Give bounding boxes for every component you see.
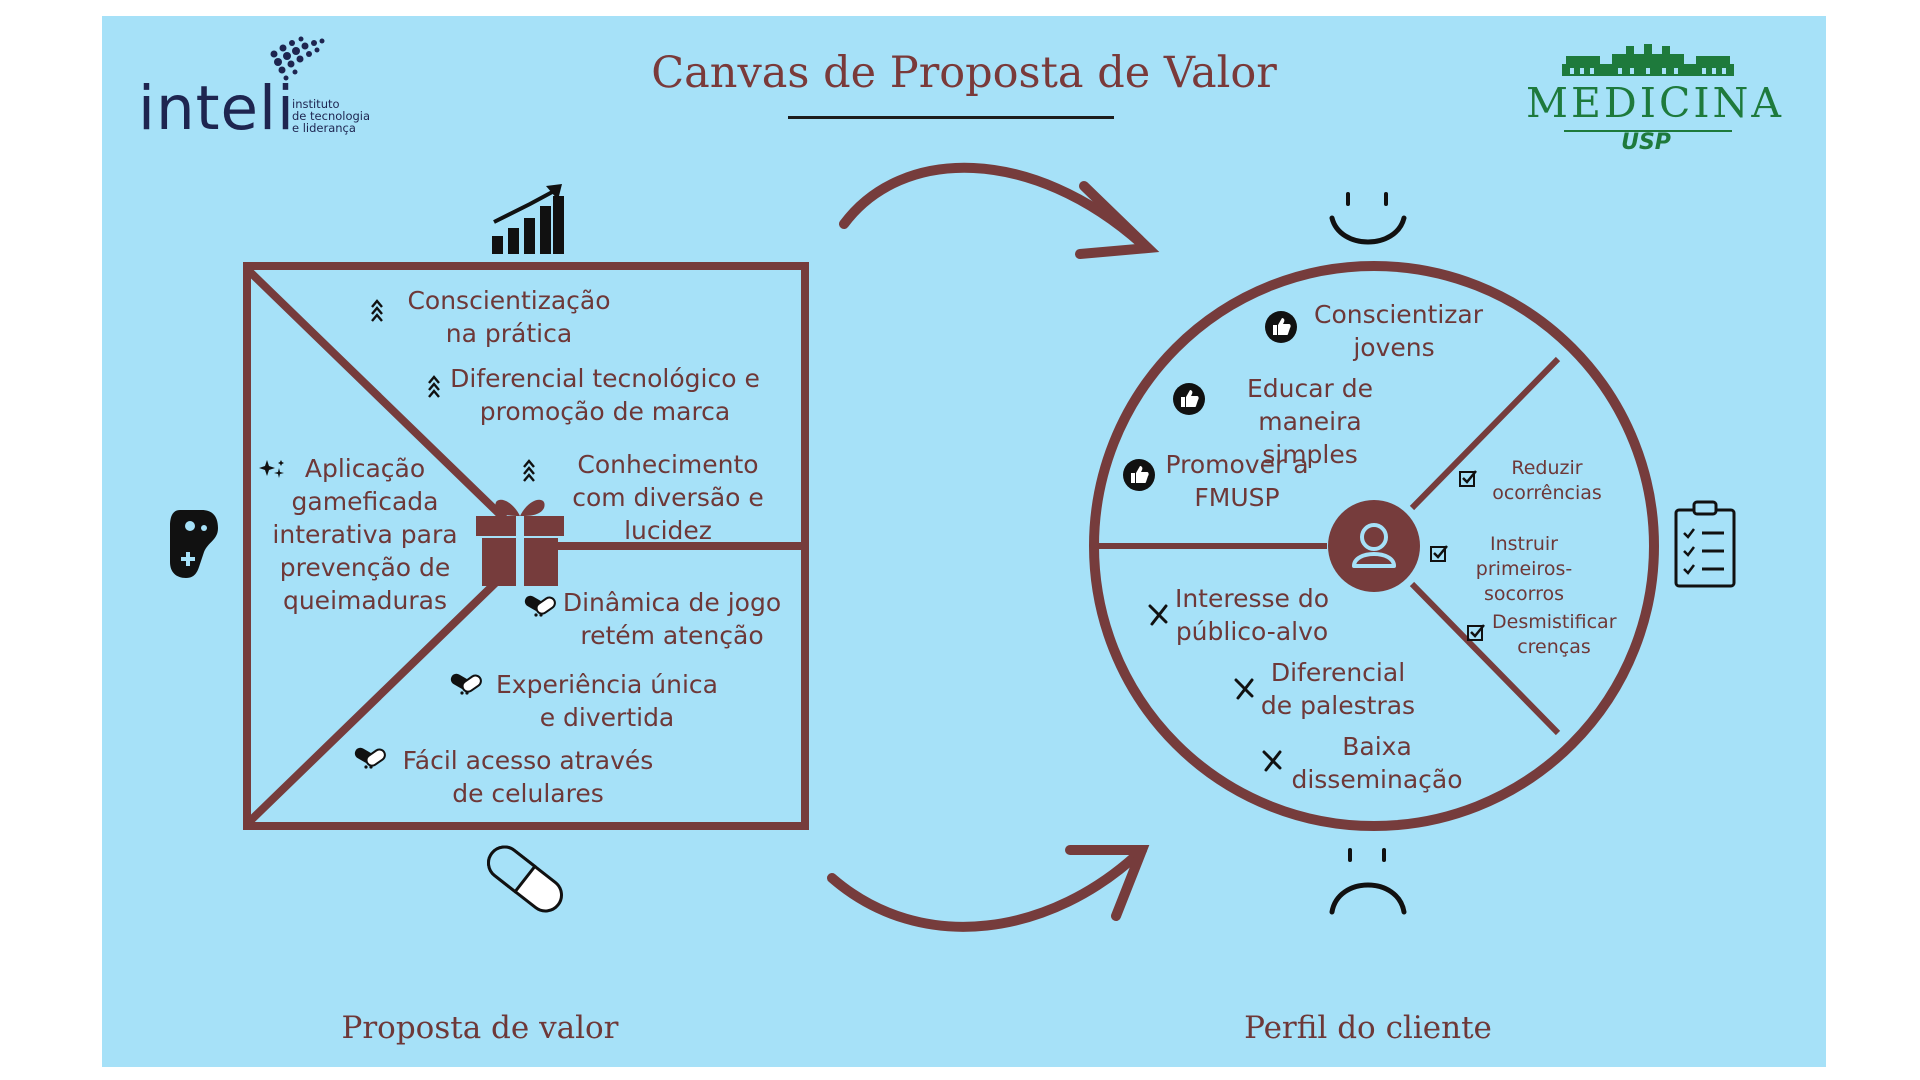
thumbs-up-icon	[1123, 459, 1155, 491]
top-arrow	[839, 162, 1160, 259]
sparkle-icon	[259, 460, 284, 478]
customer-gain-3: Promover a FMUSP	[1165, 450, 1309, 512]
customer-job-1: Reduzir ocorrências	[1492, 457, 1602, 505]
page-title: Canvas de Proposta de Valor	[651, 48, 1277, 98]
chevrons-up-icon	[523, 459, 535, 482]
customer-pain-2: Diferencial de palestras	[1260, 658, 1416, 720]
customer-pain-3: Baixa disseminação	[1291, 732, 1463, 794]
x-mark-icon	[1262, 750, 1282, 772]
product-description: Aplicação gameficada interativa para pre…	[272, 454, 458, 615]
usp-wordmark: USP	[1621, 130, 1671, 155]
smiley-icon	[1329, 192, 1407, 245]
gift-icon	[476, 499, 564, 586]
chevrons-up-icon	[371, 299, 383, 322]
x-mark-icon	[1148, 604, 1168, 626]
chart-up-icon	[492, 184, 564, 254]
x-mark-icon	[1234, 678, 1254, 700]
building-icon	[1562, 44, 1734, 76]
pills-icon	[354, 747, 386, 769]
customer-job-2: Instruir primeiros-socorros	[1475, 533, 1573, 606]
customer-pain-1: Interesse do público-alvo	[1174, 584, 1330, 646]
inteli-dots-icon	[270, 36, 325, 81]
pills-icon	[450, 673, 482, 695]
medicina-rule	[1564, 130, 1732, 132]
gain-creator-2: Diferencial tecnológico e promoção de ma…	[450, 364, 760, 426]
sad-face-icon	[1329, 848, 1407, 915]
customer-profile-caption: Perfil do cliente	[1244, 1010, 1492, 1046]
pain-reliever-2: Experiência única e divertida	[496, 670, 718, 732]
title-underline	[788, 116, 1114, 119]
pills-icon	[524, 595, 556, 617]
customer-job-3: Desmistificar crenças	[1492, 611, 1617, 659]
inteli-subtitle: instituto de tecnologia e liderança	[292, 97, 371, 136]
thumbs-up-icon	[1265, 311, 1297, 343]
checkbox-icon	[1430, 545, 1448, 562]
gain-creator-3: Conhecimento com diversão e lucidez	[572, 450, 764, 545]
gamepad-icon	[170, 510, 218, 578]
canvas: Canvas de Proposta de Valor inteli insti…	[102, 16, 1826, 1067]
gain-creator-1: Conscientização na prática	[407, 286, 611, 348]
checkbox-icon	[1467, 624, 1485, 641]
pain-reliever-3: Fácil acesso através de celulares	[402, 746, 654, 808]
chevrons-up-icon	[428, 375, 440, 398]
value-proposition-square	[243, 262, 809, 830]
medicina-usp-logo: MEDICINA USP	[1522, 36, 1785, 166]
medicina-wordmark: MEDICINA	[1526, 79, 1785, 127]
value-proposition-caption: Proposta de valor	[341, 1010, 619, 1046]
inteli-wordmark: inteli	[138, 73, 295, 144]
bottom-arrow	[827, 845, 1150, 932]
checkbox-icon	[1459, 470, 1477, 487]
user-icon	[1328, 500, 1420, 592]
clipboard-icon	[1674, 500, 1736, 588]
diagram-graphics	[243, 162, 1659, 932]
pain-reliever-1: Dinâmica de jogo retém atenção	[562, 588, 782, 650]
inteli-logo: inteli instituto de tecnologia e lideran…	[102, 16, 402, 146]
thumbs-up-icon	[1173, 383, 1205, 415]
customer-gain-2: Educar de maneira simples	[1246, 374, 1374, 469]
pill-icon	[487, 845, 563, 913]
customer-gain-1: Conscientizar jovens	[1314, 300, 1484, 362]
